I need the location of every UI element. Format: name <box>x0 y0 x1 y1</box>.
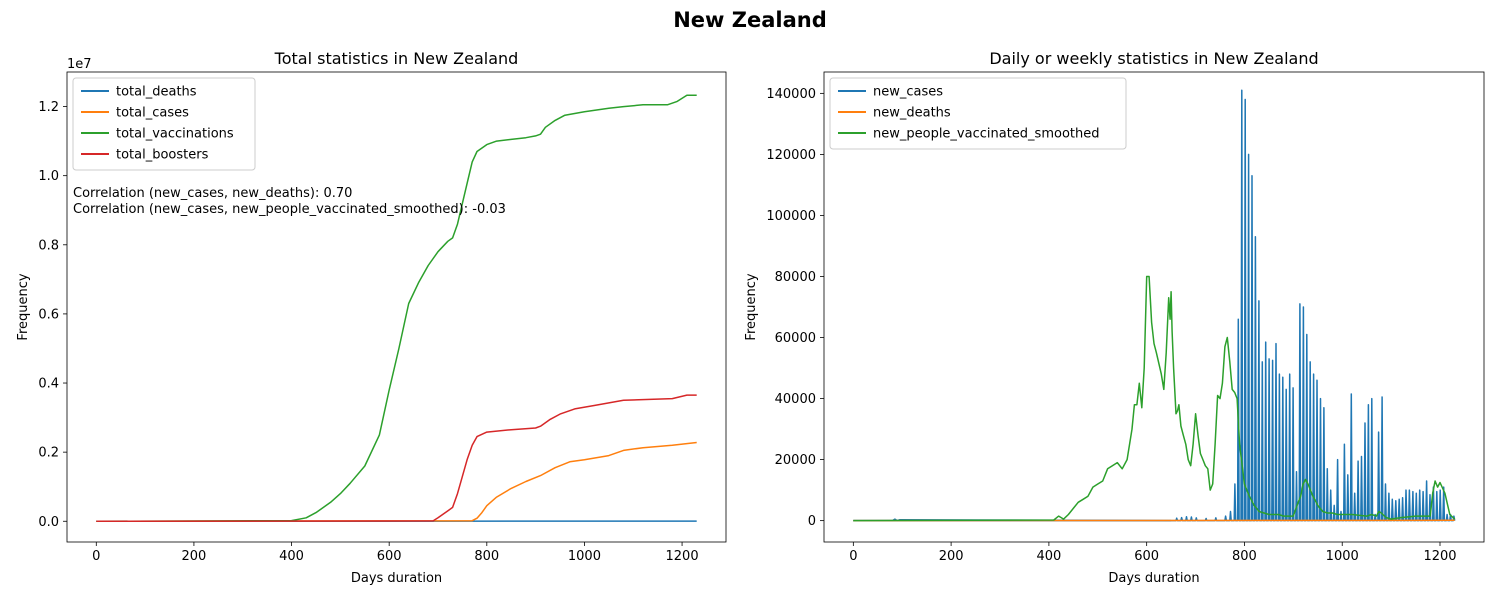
x-tick-label: 200 <box>939 549 964 564</box>
left-x-axis-label: Days duration <box>351 571 442 586</box>
x-tick-label: 600 <box>1134 549 1159 564</box>
series-line-new_cases-spikes <box>853 89 1456 522</box>
y-tick-label: 40000 <box>775 392 816 407</box>
legend-label-total_deaths: total_deaths <box>116 85 197 100</box>
x-tick-label: 200 <box>182 549 207 564</box>
y-tick-label: 100000 <box>766 209 816 224</box>
axes-frame <box>66 71 727 543</box>
y-tick-label: 80000 <box>775 270 816 285</box>
y-tick-label: 0.0 <box>38 515 59 530</box>
series-line-total_boosters <box>96 394 697 523</box>
y-tick-label: 120000 <box>766 148 816 163</box>
right-x-ticks: 0 200 400 600 800 1000 1200 <box>849 542 1457 564</box>
x-tick-label: 800 <box>474 549 499 564</box>
left-legend: total_deaths total_cases total_vaccination… <box>72 77 256 171</box>
left-chart-title: Total statistics in New Zealand <box>274 49 519 68</box>
x-tick-label: 0 <box>849 549 857 564</box>
y-tick-label: 140000 <box>766 87 816 102</box>
x-tick-label: 600 <box>377 549 402 564</box>
x-tick-label: 400 <box>279 549 304 564</box>
axes-frame <box>823 71 1485 543</box>
left-y-ticks: 0.0 0.2 0.4 0.6 0.8 1.0 1.2 <box>38 100 67 530</box>
y-tick-label: 0.4 <box>38 377 59 392</box>
y-tick-label: 0 <box>808 514 816 529</box>
series-line-total_cases <box>96 441 697 523</box>
legend-box <box>72 77 256 171</box>
x-tick-label: 1000 <box>568 549 601 564</box>
y-tick-label: 60000 <box>775 331 816 346</box>
left-x-ticks: 0 200 400 600 800 1000 1200 <box>92 542 699 564</box>
y-tick-label: 20000 <box>775 453 816 468</box>
left-plot-area <box>66 71 727 543</box>
right-x-axis-label: Days duration <box>1108 571 1199 586</box>
legend-label-new_cases: new_cases <box>873 85 943 100</box>
left-y-scale-label: 1e7 <box>67 57 92 72</box>
legend-label-total_vaccinations: total_vaccinations <box>116 127 234 142</box>
x-tick-label: 400 <box>1036 549 1061 564</box>
left-y-axis-label: Frequency <box>16 273 31 340</box>
correlation-annotation-1: Correlation (new_cases, new_deaths): 0.7… <box>73 186 352 201</box>
correlation-annotation-2: Correlation (new_cases, new_people_vacci… <box>73 202 506 217</box>
x-tick-label: 1200 <box>666 549 699 564</box>
y-tick-label: 1.2 <box>38 100 59 115</box>
legend-box <box>829 77 1127 150</box>
x-tick-label: 1000 <box>1326 549 1359 564</box>
right-y-axis-label: Frequency <box>744 273 759 340</box>
total-statistics-panel: Total statistics in New Zealand 1e7 Days… <box>16 49 727 586</box>
series-line-new_people_vaccinated_smoothed <box>853 275 1456 522</box>
right-legend: new_cases new_deaths new_people_vaccinated… <box>829 77 1127 150</box>
right-chart-title: Daily or weekly statistics in New Zealan… <box>989 49 1318 68</box>
y-tick-label: 0.2 <box>38 446 59 461</box>
figure-suptitle: New Zealand <box>673 8 827 32</box>
series-line-total_vaccinations <box>96 94 697 523</box>
legend-label-total_cases: total_cases <box>116 106 189 121</box>
x-tick-label: 0 <box>92 549 100 564</box>
y-tick-label: 0.6 <box>38 307 59 322</box>
legend-label-total_boosters: total_boosters <box>116 148 209 163</box>
right-y-ticks: 0 20000 40000 60000 80000 100000 120000 140000 <box>766 87 824 529</box>
x-tick-label: 1200 <box>1423 549 1456 564</box>
legend-label-new_deaths: new_deaths <box>873 106 951 121</box>
y-tick-label: 0.8 <box>38 238 59 253</box>
right-plot-area <box>823 71 1485 543</box>
legend-label-new_people_vaccinated_smoothed: new_people_vaccinated_smoothed <box>873 127 1099 142</box>
daily-statistics-panel: Daily or weekly statistics in New Zealan… <box>744 49 1485 586</box>
x-tick-label: 800 <box>1232 549 1257 564</box>
y-tick-label: 1.0 <box>38 169 59 184</box>
